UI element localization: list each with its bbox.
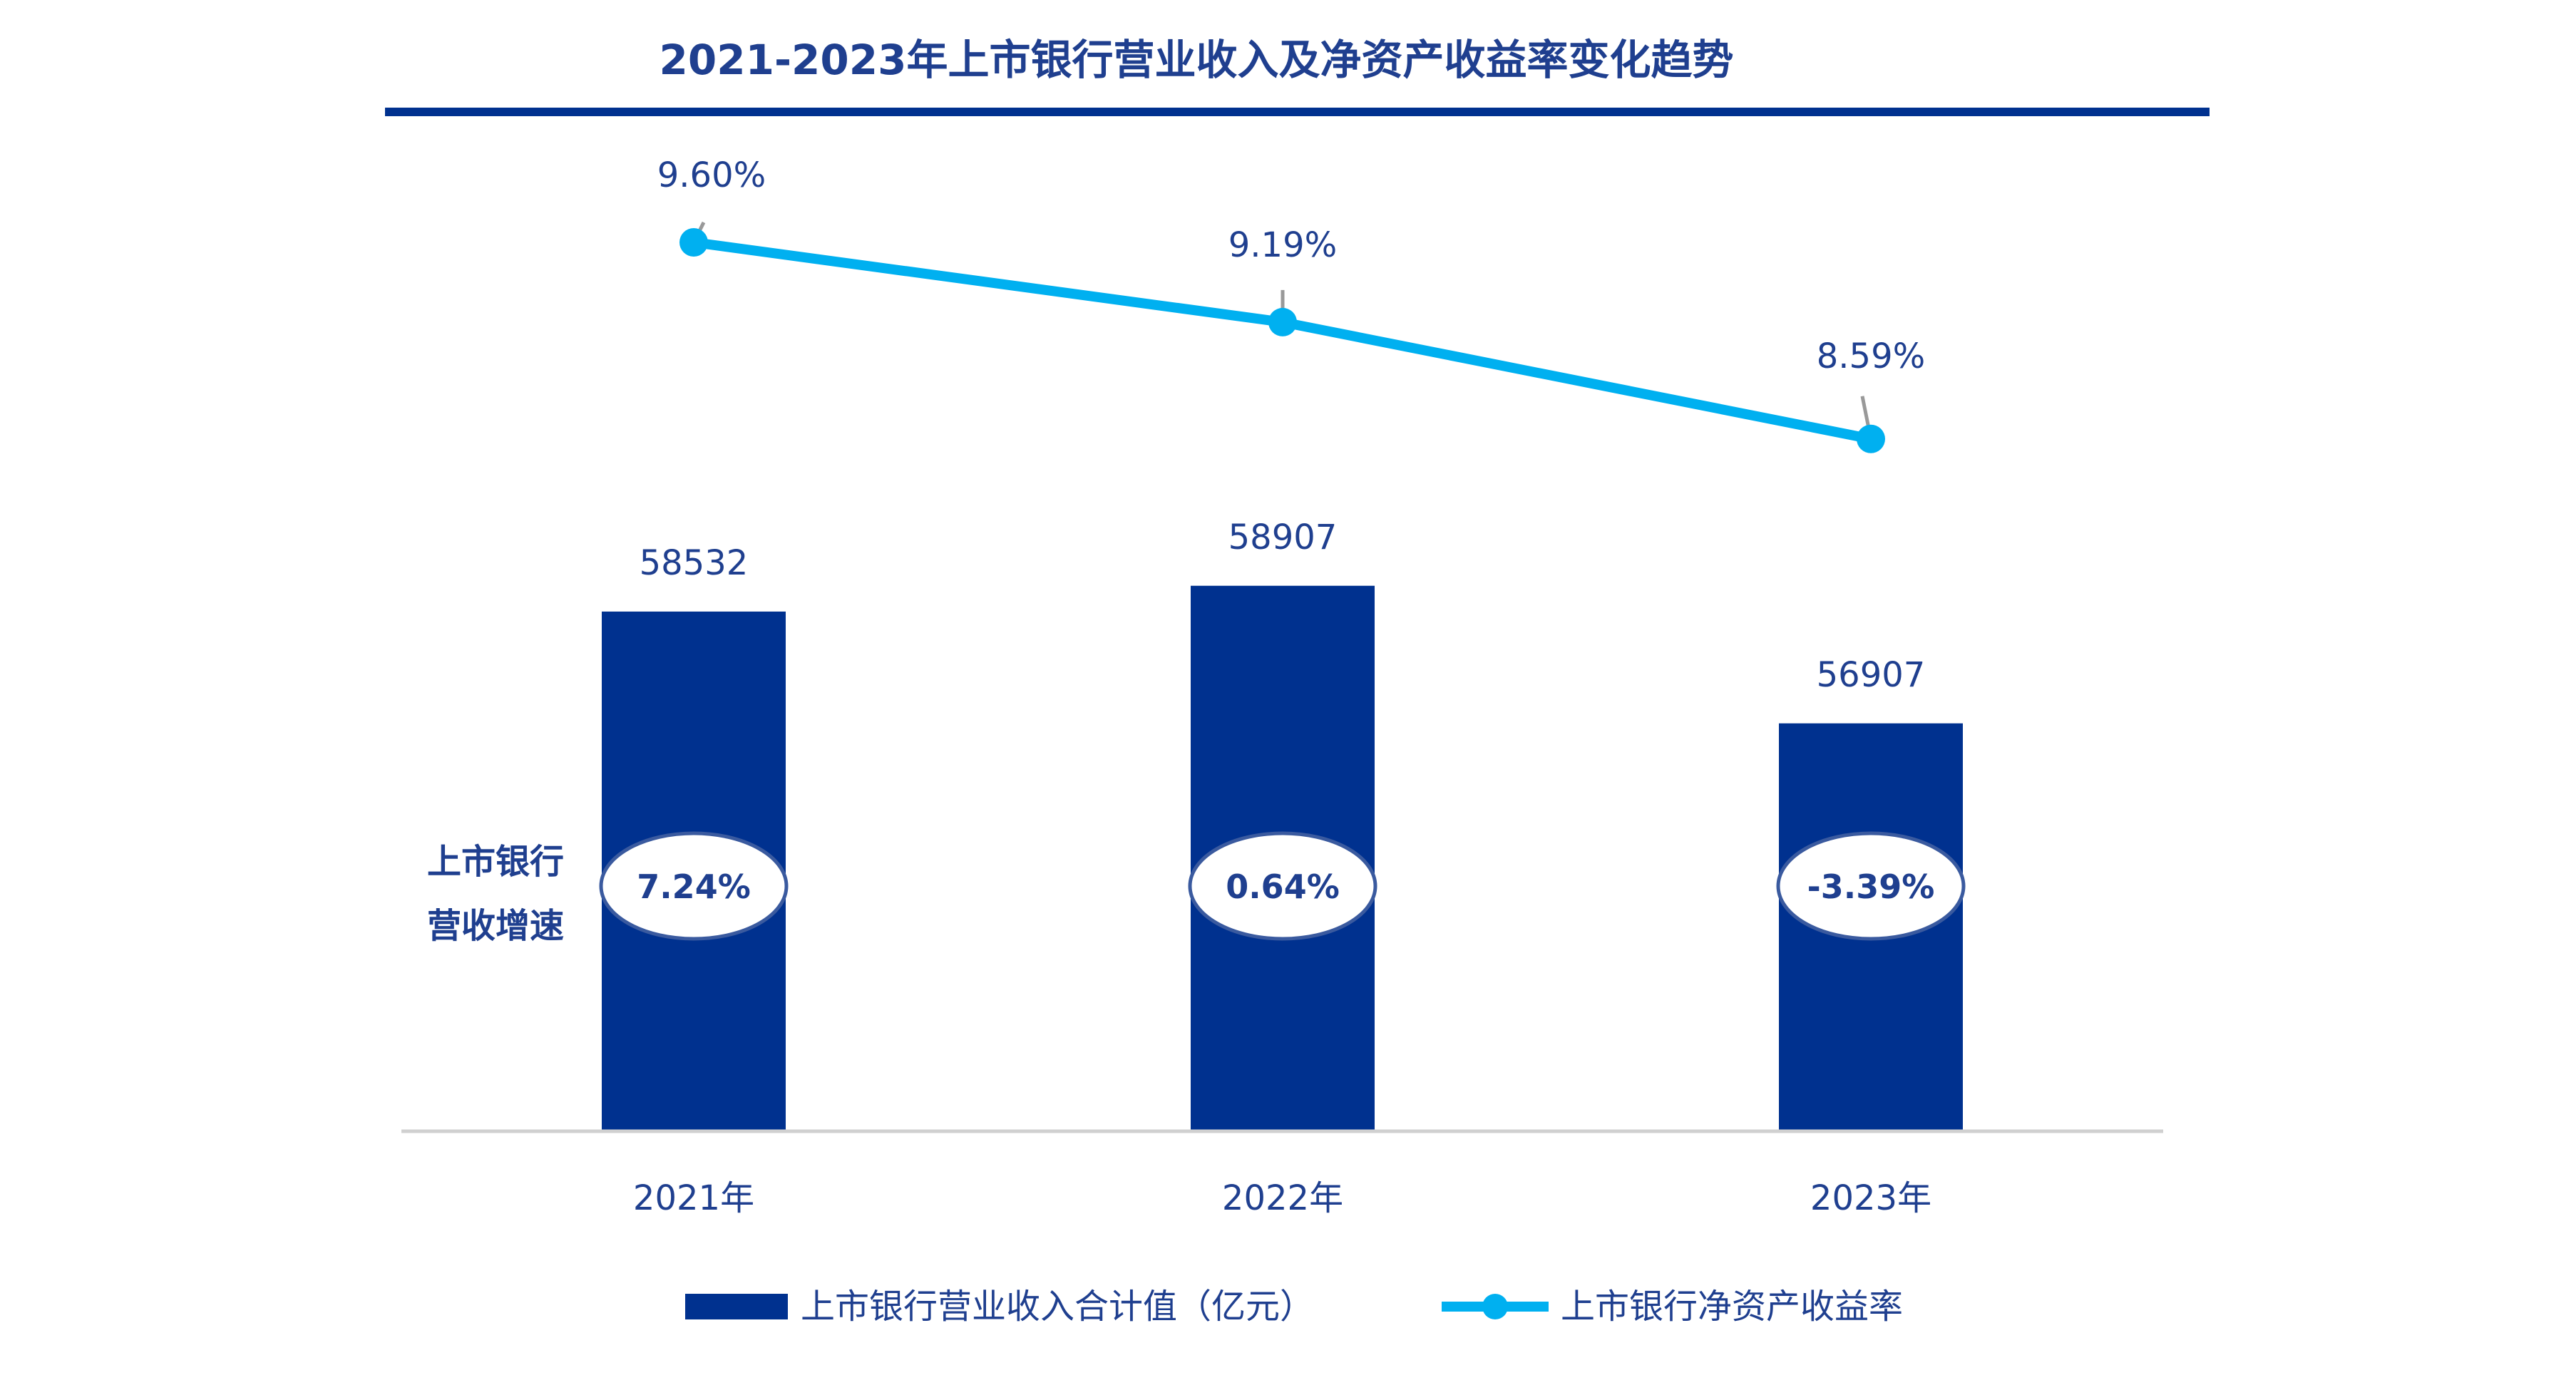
growth-label-line1: 上市银行 <box>427 842 564 882</box>
roe-point <box>679 228 708 257</box>
growth-label-line2: 营收增速 <box>427 906 564 946</box>
x-tick-label: 2021年 <box>633 1178 754 1218</box>
legend-bar-label: 上市银行营业收入合计值（亿元） <box>801 1287 1314 1327</box>
roe-value-label: 8.59% <box>1817 336 1925 376</box>
legend-line-label: 上市银行净资产收益率 <box>1561 1287 1903 1327</box>
bar-value-label: 58532 <box>640 543 749 583</box>
roe-value-label: 9.19% <box>1228 225 1337 265</box>
roe-point <box>1857 424 1885 453</box>
legend-bar-swatch <box>685 1294 788 1319</box>
legend-line-marker <box>1482 1294 1508 1319</box>
roe-point <box>1268 307 1297 336</box>
title-underline <box>385 108 2210 116</box>
x-tick-label: 2023年 <box>1810 1178 1931 1218</box>
roe-line <box>693 237 1872 444</box>
growth-ellipse <box>599 831 789 941</box>
roe-value-label: 9.60% <box>657 155 766 195</box>
growth-ellipse <box>1776 831 1966 941</box>
growth-value-label: 7.24% <box>637 868 751 906</box>
bar-value-label: 58907 <box>1228 518 1338 557</box>
bar-value-label: 56907 <box>1817 655 1926 695</box>
chart-title: 2021-2023年上市银行营业收入及净资产收益率变化趋势 <box>660 36 1734 84</box>
x-tick-label: 2022年 <box>1222 1178 1343 1218</box>
growth-ellipse <box>1188 831 1377 941</box>
growth-value-label: -3.39% <box>1807 868 1935 906</box>
growth-value-label: 0.64% <box>1226 868 1340 906</box>
